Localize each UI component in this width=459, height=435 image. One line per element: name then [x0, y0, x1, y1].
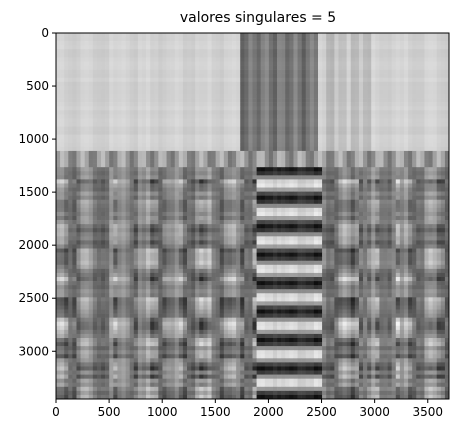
y-tick-label: 500 — [26, 79, 49, 93]
x-tick-label: 1500 — [200, 405, 231, 419]
y-tick-label: 1000 — [18, 132, 49, 146]
x-tick-label: 1000 — [147, 405, 178, 419]
x-tick-label: 3000 — [359, 405, 390, 419]
x-tick-label: 2000 — [253, 405, 284, 419]
y-axis: 0 500 1000 1500 2000 2500 3000 — [18, 26, 56, 358]
x-tick-label: 3500 — [412, 405, 443, 419]
x-axis: 0 500 1000 1500 2000 2500 3000 3500 — [52, 399, 443, 419]
x-tick-label: 2500 — [306, 405, 337, 419]
chart-title: valores singulares = 5 — [180, 10, 336, 26]
y-tick-label: 0 — [41, 26, 49, 40]
plot-frame — [55, 32, 450, 400]
y-tick-label: 2000 — [18, 238, 49, 252]
y-tick-label: 2500 — [18, 291, 49, 305]
y-tick-label: 1500 — [18, 185, 49, 199]
x-tick-label: 0 — [52, 405, 60, 419]
x-tick-label: 500 — [98, 405, 121, 419]
y-tick-label: 3000 — [18, 344, 49, 358]
heatmap-image — [56, 33, 450, 400]
